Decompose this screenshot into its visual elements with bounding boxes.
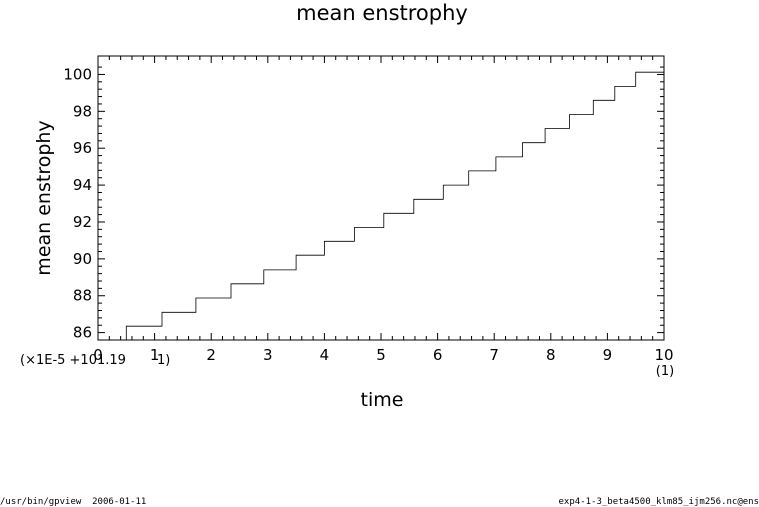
x-tick-label: 0 [93,346,103,364]
x-tick-label: 6 [433,346,443,364]
x-tick-label: 10 [654,346,673,364]
footer-right-text: exp4-1-3_beta4500_klm85_ijm256.nc@ens [558,497,759,507]
series-line [125,71,664,340]
chart-title: mean enstrophy [296,1,468,25]
y-tick-label: 88 [73,287,92,305]
x-scale-note: (1) [656,364,674,379]
y-tick-label: 98 [73,102,92,120]
y-tick-label: 90 [73,250,92,268]
x-tick-label: 4 [320,346,330,364]
x-tick-label: 8 [546,346,556,364]
series-layer [125,71,664,340]
footer-left-text: /usr/bin/gpview 2006-01-11 [0,497,147,507]
y-axis-label: mean enstrophy [33,120,55,275]
y-tick-label: 96 [73,139,92,157]
x-tick-label: 9 [603,346,613,364]
y-tick-label: 92 [73,213,92,231]
y-offset-note-suffix: 1) [157,353,170,368]
y-axis: 86 88 90 92 94 96 98 100 [63,65,664,342]
y-offset-note: (×1E-5 +101.19 [20,353,126,368]
plot-frame [97,55,665,341]
x-axis: 0 1 2 3 4 5 6 7 8 9 10 [93,56,674,364]
x-axis-label: time [361,389,404,411]
x-tick-label: 2 [206,346,216,364]
x-tick-label: 5 [376,346,386,364]
y-tick-label: 100 [63,65,92,83]
y-tick-label: 94 [73,176,92,194]
x-tick-label: 7 [489,346,499,364]
x-tick-label: 3 [263,346,273,364]
x-tick-label: 1 [150,346,160,364]
y-tick-label: 86 [73,324,92,342]
